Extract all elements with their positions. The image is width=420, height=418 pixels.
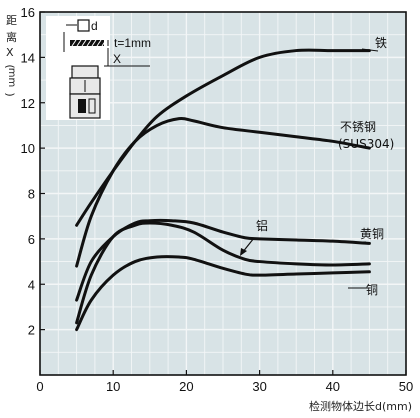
y-axis-label-char: 距	[6, 14, 17, 27]
y-tick-label: 16	[21, 5, 35, 20]
x-tick-label: 50	[399, 379, 413, 394]
y-axis-label-char: mm	[6, 67, 18, 88]
plate-hatch	[71, 39, 77, 47]
series-label-iron: 铁	[375, 36, 387, 50]
y-tick-label: 8	[28, 187, 35, 202]
sensor-inset: d t=1mm X	[46, 16, 151, 120]
x-tick-label: 20	[179, 379, 193, 394]
plate-hatch	[101, 39, 107, 47]
axes: 0 10 20 30 40 50 2 4 6 8 10 12 14 16	[21, 5, 414, 394]
x-label: X	[113, 52, 121, 66]
target-square	[77, 19, 90, 32]
arrow-aluminum	[240, 248, 247, 256]
series-label-aluminum: 铝	[256, 218, 268, 233]
x-axis-label: 检测物体边长d(mm)	[309, 400, 412, 413]
plate-hatch	[86, 39, 92, 47]
y-axis-label-char: X	[6, 46, 14, 59]
y-tick-label: 14	[21, 50, 35, 65]
t-label: t=1mm	[114, 36, 151, 50]
series-line-3	[75, 221, 371, 325]
series-label-copper: 铜	[366, 282, 378, 297]
leader-iron	[361, 48, 379, 52]
series-label-brass: 黄铜	[360, 226, 384, 241]
x-tick-label: 30	[252, 379, 266, 394]
plate-hatch	[76, 39, 82, 47]
series-label-stainless-grade: (SUS304)	[338, 137, 394, 151]
series-line-1	[75, 116, 371, 268]
y-tick-label: 4	[28, 277, 35, 292]
y-tick-label: 10	[21, 141, 35, 156]
x-tick-label: 0	[36, 379, 43, 394]
y-tick-label: 2	[28, 323, 35, 338]
y-tick-label: 6	[28, 232, 35, 247]
sensor-slot-right	[88, 98, 96, 114]
x-tick-label: 40	[326, 379, 340, 394]
sensor-head	[71, 65, 99, 79]
plate-hatch	[81, 39, 87, 47]
series-group	[75, 48, 371, 332]
sensor-slot-left	[78, 99, 86, 113]
plate-hatch	[96, 39, 102, 47]
d-label: d	[91, 19, 98, 33]
y-tick-label: 12	[21, 96, 35, 111]
x-tick-label: 10	[106, 379, 120, 394]
y-axis-label-char: 离	[6, 31, 17, 44]
target-plate	[70, 40, 104, 46]
series-label-stainless: 不锈钢	[340, 120, 376, 134]
y-axis-label-char: )	[3, 92, 17, 97]
series-line-4	[75, 255, 371, 332]
plate-hatch	[91, 39, 97, 47]
